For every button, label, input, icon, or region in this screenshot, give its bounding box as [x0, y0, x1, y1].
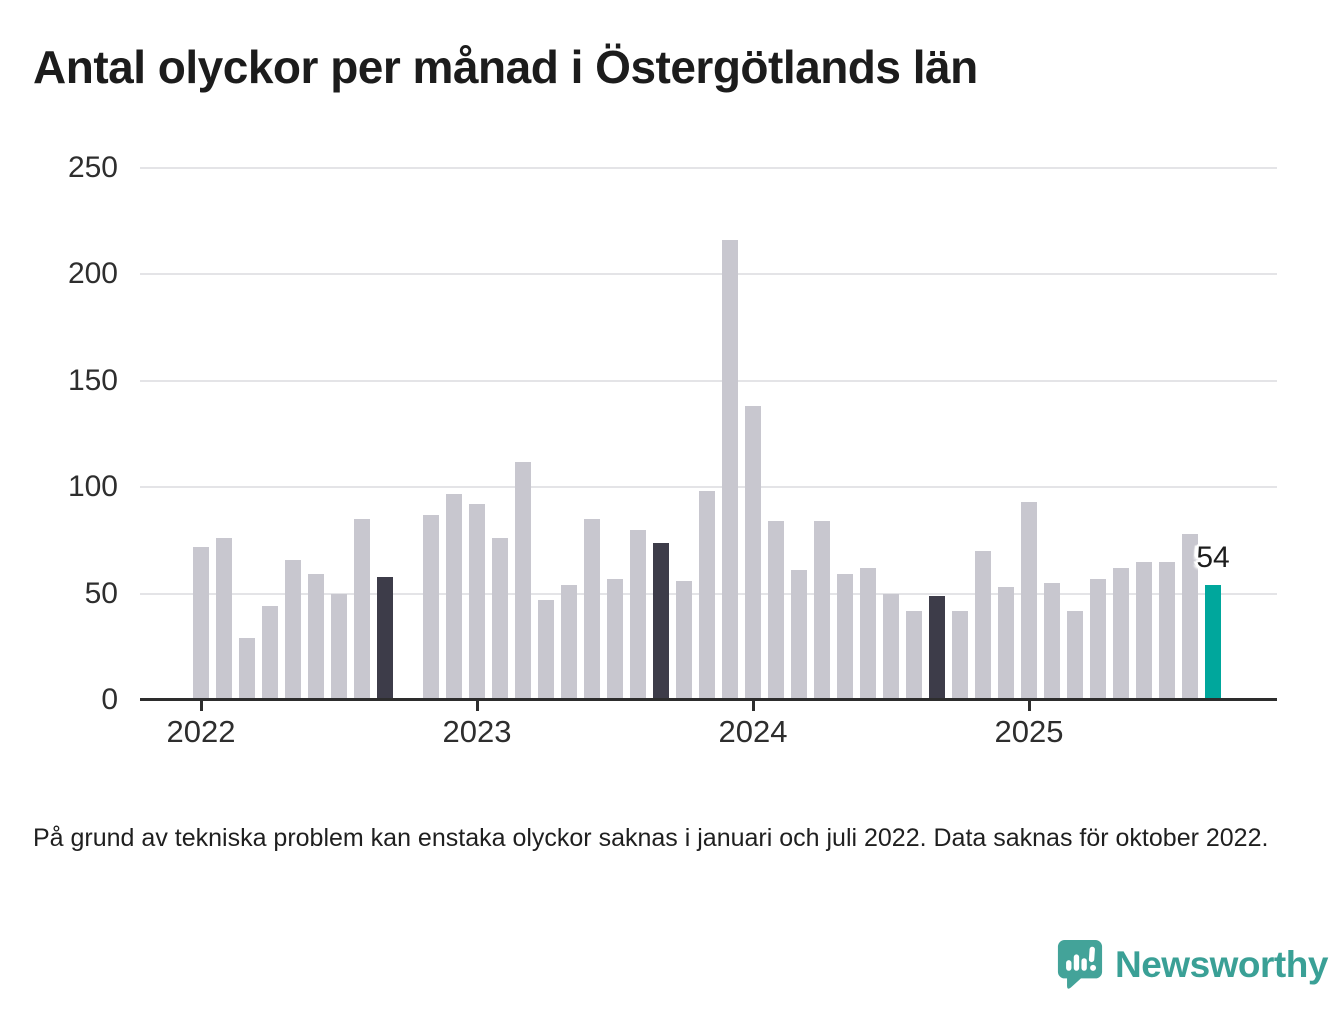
- bar-2024-11: [975, 551, 991, 700]
- gridline-150: [140, 379, 1277, 382]
- bar-2023-08: [630, 530, 646, 700]
- bar-2025-08: [1182, 534, 1198, 700]
- bar-2024-09: [929, 596, 945, 700]
- x-axis-year-label: 2025: [994, 714, 1064, 749]
- y-axis-tick-label: 200: [67, 257, 118, 291]
- x-axis-tick-2024: [752, 700, 755, 711]
- bar-2024-07: [883, 594, 899, 700]
- bar-2023-06: [584, 519, 600, 700]
- x-axis-tick-2025: [1028, 700, 1031, 711]
- bar-2022-01: [193, 547, 209, 700]
- newsworthy-logo-text: Newsworthy: [1115, 943, 1328, 985]
- bar-2024-05: [837, 574, 853, 700]
- bar-2025-09: [1205, 585, 1221, 700]
- bar-2024-06: [860, 568, 876, 700]
- x-axis-tick-2023: [476, 700, 479, 711]
- bar-2023-02: [492, 538, 508, 700]
- bar-2022-12: [446, 494, 462, 700]
- gridline-200: [140, 273, 1277, 276]
- chart-title: Antal olyckor per månad i Östergötlands …: [33, 41, 978, 93]
- gridline-250: [140, 167, 1277, 169]
- x-axis-line: [140, 698, 1277, 701]
- bar-2022-11: [423, 515, 439, 700]
- bar-2024-08: [906, 611, 922, 700]
- x-axis-year-label: 2022: [166, 714, 236, 749]
- y-axis-tick-label: 100: [67, 470, 118, 504]
- bar-2023-11: [699, 491, 715, 700]
- bar-2024-10: [952, 611, 968, 700]
- bar-2025-03: [1067, 611, 1083, 700]
- bar-2023-01: [469, 504, 485, 700]
- bar-2023-09: [653, 543, 669, 700]
- bar-2025-05: [1113, 568, 1129, 700]
- bar-2022-03: [239, 638, 255, 700]
- bar-2022-07: [331, 594, 347, 700]
- bar-2022-08: [354, 519, 370, 700]
- bar-2022-05: [285, 560, 301, 700]
- y-axis-tick-label: 150: [67, 363, 118, 397]
- y-axis-tick-label: 250: [67, 151, 118, 184]
- bar-2024-02: [768, 521, 784, 700]
- bar-2024-04: [814, 521, 830, 700]
- y-axis-tick-label: 0: [101, 683, 118, 716]
- bar-2024-01: [745, 406, 761, 700]
- bar-2023-05: [561, 585, 577, 700]
- x-axis-tick-2022: [200, 700, 203, 711]
- bar-2022-06: [308, 574, 324, 700]
- bar-2025-01: [1021, 502, 1037, 700]
- bar-2025-06: [1136, 562, 1152, 700]
- bar-2025-02: [1044, 583, 1060, 700]
- bar-2023-04: [538, 600, 554, 700]
- gridline-100: [140, 486, 1277, 489]
- bar-2023-03: [515, 462, 531, 700]
- x-axis-year-label: 2024: [718, 714, 788, 749]
- bar-2022-09: [377, 577, 393, 700]
- chart-footnote: På grund av tekniska problem kan enstaka…: [33, 824, 1269, 852]
- latest-bar-value-label: 54: [1196, 541, 1230, 574]
- bar-2024-03: [791, 570, 807, 700]
- bar-2023-07: [607, 579, 623, 700]
- bar-2022-02: [216, 538, 232, 700]
- newsworthy-logo-icon: [1057, 940, 1103, 989]
- bar-2025-04: [1090, 579, 1106, 700]
- bar-2023-10: [676, 581, 692, 700]
- newsworthy-logo: Newsworthy: [1056, 938, 1328, 991]
- y-axis-tick-label: 50: [84, 576, 118, 610]
- bar-2022-04: [262, 606, 278, 700]
- bar-2025-07: [1159, 562, 1175, 700]
- bar-2023-12: [722, 240, 738, 700]
- bar-2024-12: [998, 587, 1014, 700]
- x-axis-year-label: 2023: [442, 714, 512, 749]
